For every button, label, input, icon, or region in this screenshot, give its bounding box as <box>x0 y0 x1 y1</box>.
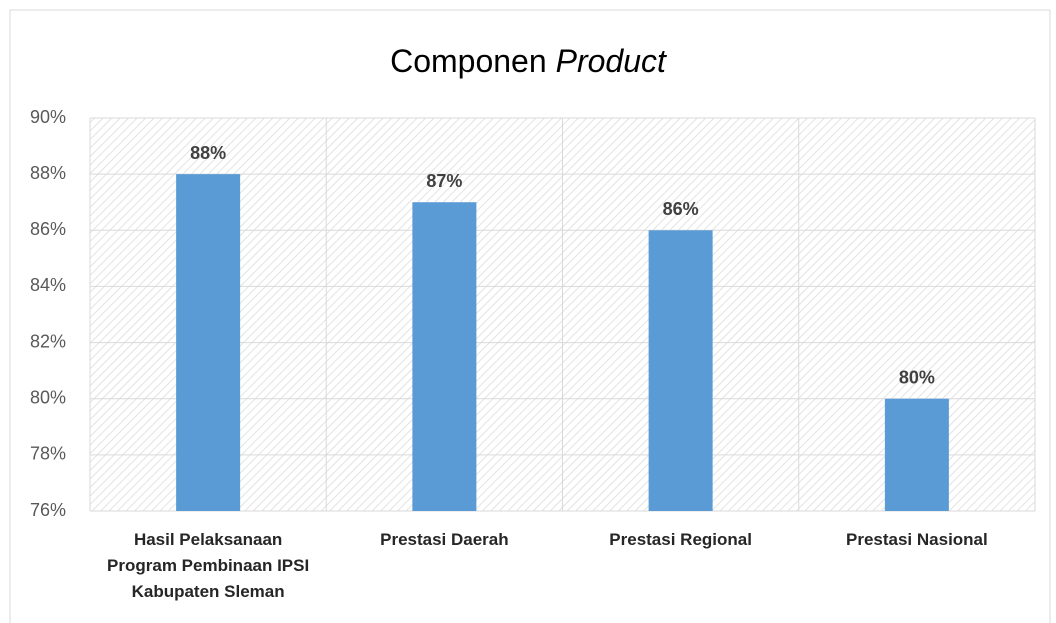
x-tick-label: Prestasi Daerah <box>380 530 509 549</box>
x-tick-label: Hasil Pelaksanaan Program Pembinaan IPSI… <box>107 530 310 601</box>
chart-title-part: Componen <box>390 43 547 79</box>
data-label: 86% <box>663 199 699 219</box>
y-tick-label: 76% <box>30 500 66 520</box>
data-label: 88% <box>190 143 226 163</box>
x-tick-label: Prestasi Regional <box>609 530 752 549</box>
bar <box>648 230 713 512</box>
chart-title-part: Product <box>556 43 667 79</box>
y-tick-label: 78% <box>30 444 66 464</box>
bar <box>412 202 477 511</box>
y-tick-label: 80% <box>30 387 66 407</box>
data-label: 87% <box>426 171 462 191</box>
y-tick-label: 86% <box>30 219 66 239</box>
chart-border <box>9 9 1051 623</box>
data-label: 80% <box>899 367 935 387</box>
chart-title: Componen Product <box>390 43 667 79</box>
y-tick-label: 84% <box>30 275 66 295</box>
bar <box>176 174 241 511</box>
y-tick-label: 82% <box>30 331 66 351</box>
y-tick-label: 90% <box>30 107 66 127</box>
x-tick-label: Prestasi Nasional <box>846 530 988 549</box>
bar <box>884 398 949 511</box>
y-tick-label: 88% <box>30 163 66 183</box>
